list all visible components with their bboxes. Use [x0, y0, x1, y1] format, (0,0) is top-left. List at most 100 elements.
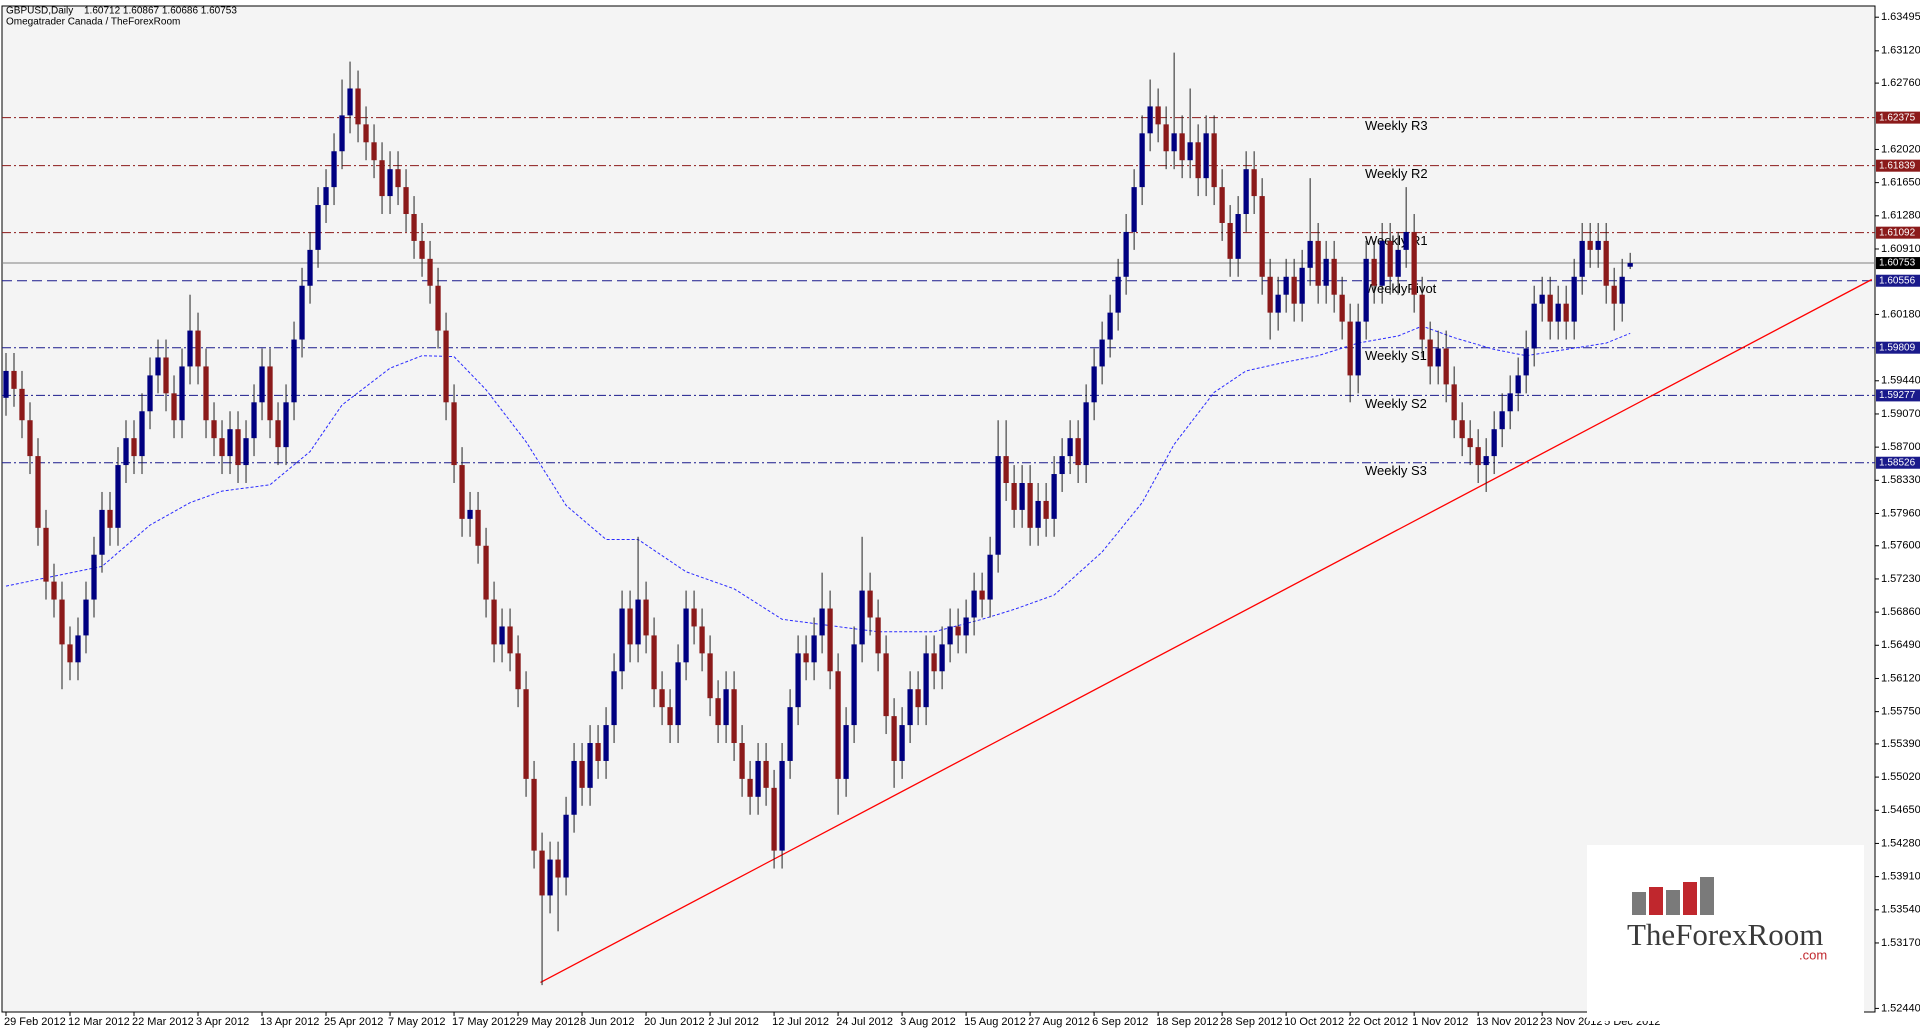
- candle-body: [379, 160, 385, 197]
- price-box: [1876, 389, 1920, 402]
- y-tick-label: 1.53540: [1881, 904, 1920, 916]
- candle-body: [163, 357, 169, 394]
- price-box-label: 1.61839: [1879, 160, 1916, 171]
- x-tick-label: 6 Sep 2012: [1092, 1016, 1148, 1028]
- candle-body: [187, 330, 193, 367]
- y-tick-label: 1.57600: [1881, 540, 1920, 552]
- candle-body: [1331, 258, 1337, 295]
- candle-body: [1203, 133, 1209, 179]
- candle-body: [1435, 348, 1441, 367]
- y-tick-label: 1.56860: [1881, 606, 1920, 618]
- candle-body: [443, 330, 449, 403]
- candle-body: [1579, 240, 1585, 277]
- candle-body: [275, 420, 281, 448]
- candle-body: [883, 653, 889, 717]
- candle-body: [955, 626, 961, 636]
- candle-body: [1347, 321, 1353, 376]
- candle-body: [1587, 240, 1593, 250]
- candle-body: [827, 608, 833, 672]
- candle-body: [1571, 276, 1577, 322]
- candle-body: [811, 635, 817, 663]
- y-tick-label: 1.58700: [1881, 441, 1920, 453]
- candle-body: [1147, 106, 1153, 134]
- candle-body: [995, 456, 1001, 555]
- candle-body: [19, 388, 25, 421]
- candle-body: [1259, 196, 1265, 277]
- x-tick-label: 23 Nov 2012: [1540, 1016, 1602, 1028]
- price-box-label: 1.62375: [1879, 112, 1916, 123]
- candle-body: [1227, 222, 1233, 259]
- candle-body: [99, 509, 105, 555]
- candle-body: [1275, 294, 1281, 313]
- price-box-label: 1.59809: [1879, 342, 1916, 353]
- price-box: [1876, 456, 1920, 469]
- candle-body: [411, 214, 417, 241]
- candle-body: [1139, 133, 1145, 188]
- y-tick-label: 1.61280: [1881, 210, 1920, 222]
- candle-body: [1107, 312, 1113, 340]
- x-tick-label: 25 Apr 2012: [324, 1016, 383, 1028]
- x-tick-label: 12 Mar 2012: [68, 1016, 130, 1028]
- candle-body: [1403, 231, 1409, 250]
- candle-body: [1283, 276, 1289, 295]
- header-source: Omegatrader Canada / TheForexRoom: [6, 17, 180, 28]
- candle-body: [307, 249, 313, 286]
- candle-body: [59, 599, 65, 645]
- candle-body: [251, 402, 257, 439]
- candle-body: [283, 402, 289, 448]
- candle-body: [355, 88, 361, 125]
- y-tick-label: 1.52440: [1881, 1002, 1920, 1014]
- y-tick-label: 1.63495: [1881, 11, 1920, 23]
- candle-body: [723, 689, 729, 726]
- x-tick-label: 15 Aug 2012: [964, 1016, 1026, 1028]
- y-tick-label: 1.55390: [1881, 738, 1920, 750]
- candle-body: [1195, 142, 1201, 179]
- candle-body: [139, 411, 145, 457]
- candle-body: [1131, 187, 1137, 232]
- candle-body: [643, 599, 649, 636]
- candle-body: [747, 778, 753, 797]
- candle-body: [1499, 411, 1505, 430]
- logo-bar: [1632, 892, 1646, 915]
- candle-body: [403, 187, 409, 215]
- candle-body: [1027, 482, 1033, 528]
- y-tick-label: 1.59070: [1881, 408, 1920, 420]
- y-tick-label: 1.59440: [1881, 375, 1920, 387]
- candle-body: [939, 644, 945, 672]
- candle-body: [923, 653, 929, 708]
- candle-body: [651, 635, 657, 690]
- candle-body: [1187, 142, 1193, 161]
- candle-body: [11, 370, 17, 389]
- candle-body: [507, 626, 513, 654]
- candle-body: [915, 689, 921, 708]
- candle-body: [1067, 438, 1073, 457]
- candle-body: [1251, 169, 1257, 197]
- candle-body: [627, 608, 633, 645]
- candle-body: [563, 814, 569, 878]
- candle-body: [427, 258, 433, 286]
- y-tick-label: 1.54650: [1881, 804, 1920, 816]
- candle-body: [1219, 187, 1225, 223]
- price-box-label: 1.58526: [1879, 457, 1916, 468]
- candle-body: [787, 707, 793, 761]
- candle-body: [779, 760, 785, 851]
- candle-body: [987, 554, 993, 600]
- candle-body: [555, 859, 561, 878]
- y-tick-label: 1.53170: [1881, 937, 1920, 949]
- candle-body: [1467, 438, 1473, 448]
- candle-body: [243, 438, 249, 466]
- candle-body: [1083, 402, 1089, 466]
- candle-body: [491, 599, 497, 645]
- candle-body: [83, 599, 89, 636]
- candle-body: [387, 169, 393, 197]
- candle-body: [1171, 133, 1177, 152]
- y-tick-label: 1.56490: [1881, 639, 1920, 651]
- candle-body: [363, 124, 369, 143]
- price-box: [1876, 226, 1920, 239]
- candle-body: [539, 850, 545, 896]
- candle-body: [1291, 276, 1297, 304]
- candle-body: [795, 653, 801, 708]
- candle-body: [611, 671, 617, 726]
- candle-body: [1619, 276, 1625, 304]
- candle-body: [1475, 447, 1481, 466]
